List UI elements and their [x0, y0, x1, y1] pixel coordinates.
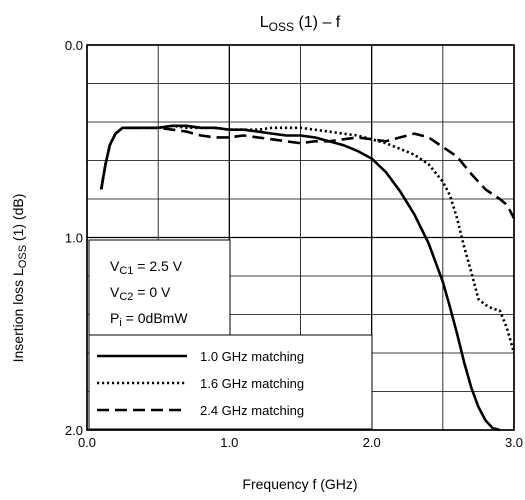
y-tick-label: 1.0	[65, 231, 83, 246]
legend: 1.0 GHz matching 1.6 GHz matching 2.4 GH…	[88, 334, 373, 430]
condition-3-rest: = 0dBmW	[122, 310, 189, 326]
conditions-box: VC1 = 2.5 V VC2 = 0 V Pi = 0dBmW	[88, 239, 231, 336]
chart-title: LOSS (1) – f	[260, 14, 341, 34]
legend-bg	[88, 334, 373, 430]
condition-2-rest: = 0 V	[133, 284, 171, 300]
x-tick-label: 2.0	[363, 435, 381, 450]
legend-label-1: 1.0 GHz matching	[200, 349, 304, 364]
condition-2-sub: C2	[119, 291, 133, 303]
condition-line-1: VC1 = 2.5 V	[110, 258, 183, 277]
condition-line-3: Pi = 0dBmW	[110, 310, 188, 329]
x-axis-label: Frequency f (GHz)	[242, 476, 357, 492]
x-tick-labels: 0.0 1.0 2.0 3.0	[78, 435, 523, 450]
condition-1-rest: = 2.5 V	[133, 258, 182, 274]
grid	[86, 44, 515, 431]
x-tick-label: 1.0	[220, 435, 238, 450]
conditions-box-bg	[88, 239, 231, 336]
series-group	[99, 124, 516, 432]
condition-3-main: P	[110, 310, 119, 326]
legend-label-3: 2.4 GHz matching	[200, 403, 304, 418]
condition-1-sub: C1	[119, 265, 133, 277]
y-axis-label-part2: (1) (dB)	[10, 194, 26, 245]
y-tick-label: 2.0	[65, 423, 83, 438]
condition-line-2: VC2 = 0 V	[110, 284, 171, 303]
chart-title-main: L	[260, 14, 269, 31]
y-axis-label-part1: Insertion loss L	[10, 268, 26, 362]
y-axis-label: Insertion loss LOSS (1) (dB)	[10, 194, 29, 363]
condition-2-main: V	[110, 284, 120, 300]
x-tick-label: 3.0	[505, 435, 523, 450]
series-line-3-dashed	[99, 126, 516, 219]
condition-1-main: V	[110, 258, 120, 274]
y-axis-label-sub: OSS	[17, 245, 29, 268]
y-tick-labels: 0.0 1.0 2.0	[65, 38, 83, 438]
plot-frame	[86, 44, 515, 431]
y-tick-label: 0.0	[65, 38, 83, 53]
chart-title-rest: (1) – f	[294, 14, 341, 31]
chart-title-sub: OSS	[269, 20, 294, 34]
condition-3-sub: i	[119, 317, 121, 329]
legend-label-2: 1.6 GHz matching	[200, 376, 304, 391]
x-tick-label: 0.0	[78, 435, 96, 450]
